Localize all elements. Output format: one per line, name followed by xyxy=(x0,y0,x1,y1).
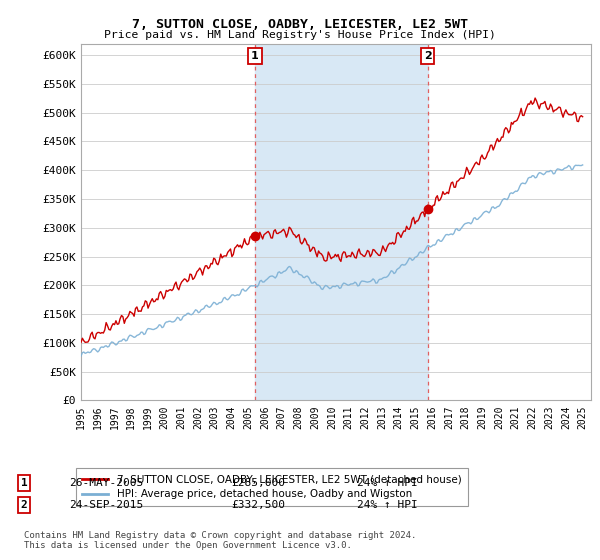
Text: 24-SEP-2015: 24-SEP-2015 xyxy=(69,500,143,510)
Text: Price paid vs. HM Land Registry's House Price Index (HPI): Price paid vs. HM Land Registry's House … xyxy=(104,30,496,40)
Text: Contains HM Land Registry data © Crown copyright and database right 2024.
This d: Contains HM Land Registry data © Crown c… xyxy=(24,530,416,550)
Bar xyxy=(255,44,428,400)
Text: 1: 1 xyxy=(20,478,28,488)
Text: 2: 2 xyxy=(424,51,431,61)
Text: £285,000: £285,000 xyxy=(231,478,285,488)
Text: 26-MAY-2005: 26-MAY-2005 xyxy=(69,478,143,488)
Text: 1: 1 xyxy=(251,51,259,61)
Legend: 7, SUTTON CLOSE, OADBY, LEICESTER, LE2 5WT (detached house), HPI: Average price,: 7, SUTTON CLOSE, OADBY, LEICESTER, LE2 5… xyxy=(76,468,467,506)
Text: 2: 2 xyxy=(20,500,28,510)
Text: £332,500: £332,500 xyxy=(231,500,285,510)
Text: 24% ↑ HPI: 24% ↑ HPI xyxy=(357,500,418,510)
Text: 7, SUTTON CLOSE, OADBY, LEICESTER, LE2 5WT: 7, SUTTON CLOSE, OADBY, LEICESTER, LE2 5… xyxy=(132,18,468,31)
Text: 24% ↑ HPI: 24% ↑ HPI xyxy=(357,478,418,488)
